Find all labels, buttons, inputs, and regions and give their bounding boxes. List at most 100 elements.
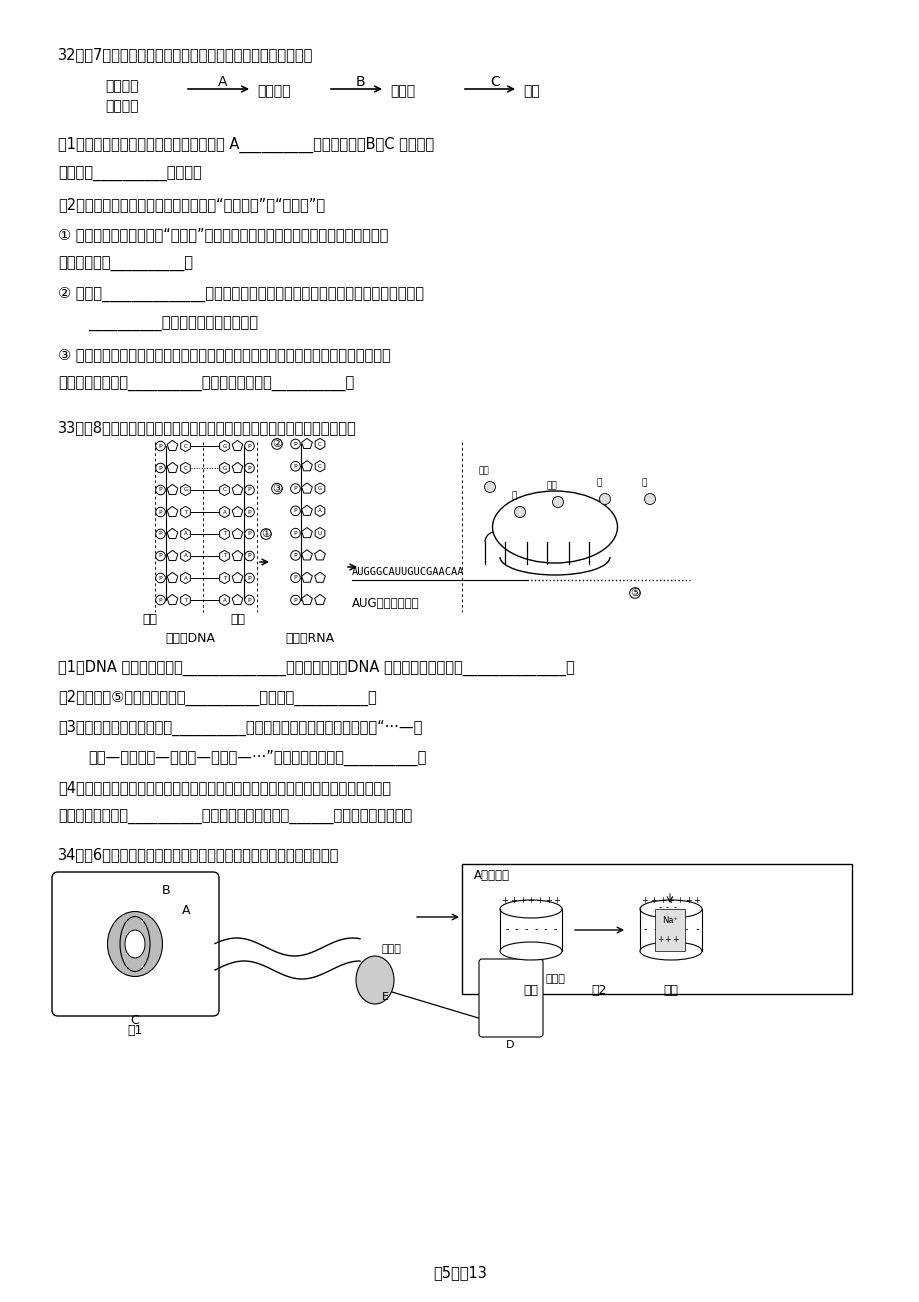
Text: （1）愈伤组织是由离体的组织或器官通过 A__________过程获得的，B、C 过程是通: （1）愈伤组织是由离体的组织或器官通过 A__________过程获得的，B、C… xyxy=(58,137,434,154)
Text: +: + xyxy=(536,896,542,905)
Text: P: P xyxy=(293,508,297,513)
Text: +: + xyxy=(527,896,534,905)
Text: P: P xyxy=(158,575,162,581)
Text: +: + xyxy=(656,935,663,944)
Text: A: A xyxy=(184,531,187,536)
FancyBboxPatch shape xyxy=(479,960,542,1036)
Text: P: P xyxy=(293,598,297,603)
Text: A: A xyxy=(222,509,226,514)
Text: +: + xyxy=(671,935,677,944)
Circle shape xyxy=(155,464,165,473)
Text: -: - xyxy=(664,924,667,934)
FancyBboxPatch shape xyxy=(52,872,219,1016)
Text: -: - xyxy=(543,924,547,934)
Text: P: P xyxy=(158,531,162,536)
Text: -: - xyxy=(652,924,656,934)
Ellipse shape xyxy=(640,943,701,960)
Text: -: - xyxy=(674,924,677,934)
Text: G: G xyxy=(183,487,187,492)
Text: A: A xyxy=(182,904,190,917)
Text: 图1: 图1 xyxy=(127,1023,142,1036)
Text: T: T xyxy=(222,575,226,581)
Text: C: C xyxy=(222,487,226,492)
Circle shape xyxy=(644,493,655,504)
Text: ③ 在一定条件下培养离体细胞可以形成体细胞胚进而发育成完整的植株，其根本原因: ③ 在一定条件下培养离体细胞可以形成体细胞胚进而发育成完整的植株，其根本原因 xyxy=(58,348,391,362)
Text: -: - xyxy=(658,904,661,911)
Circle shape xyxy=(290,506,300,516)
Text: 一小段RNA: 一小段RNA xyxy=(285,631,335,644)
Text: 甲硫: 甲硫 xyxy=(478,466,489,475)
Text: -: - xyxy=(642,924,646,934)
Ellipse shape xyxy=(492,491,617,562)
Text: （2）胚状体根据其来源不同，可以分为“体细胞胚”和“花粉胚”。: （2）胚状体根据其来源不同，可以分为“体细胞胚”和“花粉胚”。 xyxy=(58,197,324,212)
Text: P: P xyxy=(158,487,162,492)
Circle shape xyxy=(552,496,563,508)
Text: -: - xyxy=(684,924,687,934)
Circle shape xyxy=(514,506,525,517)
Text: C: C xyxy=(318,441,322,447)
Text: ① 用花药离体培养可获得“花粉胚”，同种植物的花粉胚与体细胞胚在染色体数目上: ① 用花药离体培养可获得“花粉胚”，同种植物的花粉胚与体细胞胚在染色体数目上 xyxy=(58,227,388,242)
Text: +: + xyxy=(675,896,683,905)
Text: D: D xyxy=(505,1040,514,1049)
Text: P: P xyxy=(158,444,162,448)
Text: T: T xyxy=(222,531,226,536)
Text: P: P xyxy=(293,464,297,469)
Text: G: G xyxy=(222,444,226,448)
Circle shape xyxy=(155,486,165,495)
Text: G: G xyxy=(222,466,226,470)
Text: 34．（6分）下图为与人缩手反射相关结构的示意图，请分析并回答：: 34．（6分）下图为与人缩手反射相关结构的示意图，请分析并回答： xyxy=(58,848,339,862)
Text: P: P xyxy=(158,598,162,603)
Text: 是每个细胞都含有__________，这一过程体现了__________。: 是每个细胞都含有__________，这一过程体现了__________。 xyxy=(58,378,354,392)
Text: 效应器: 效应器 xyxy=(544,974,564,984)
Circle shape xyxy=(290,461,300,471)
Ellipse shape xyxy=(640,900,701,918)
Text: 甲链: 甲链 xyxy=(142,613,157,626)
Circle shape xyxy=(244,595,254,605)
Circle shape xyxy=(290,573,300,582)
Text: A: A xyxy=(318,508,322,513)
Text: T: T xyxy=(184,598,187,603)
Text: 一小段DNA: 一小段DNA xyxy=(165,631,215,644)
Text: C: C xyxy=(184,466,187,470)
Text: P: P xyxy=(247,575,251,581)
Text: +: + xyxy=(684,896,691,905)
Text: +: + xyxy=(664,935,669,944)
Text: C: C xyxy=(318,464,322,469)
Ellipse shape xyxy=(108,911,163,976)
Text: +: + xyxy=(641,896,648,905)
Text: 感受器: 感受器 xyxy=(381,944,402,954)
Text: U: U xyxy=(318,531,322,535)
Text: P: P xyxy=(158,553,162,559)
Text: B: B xyxy=(162,884,170,897)
Text: G: G xyxy=(318,486,322,491)
Text: +: + xyxy=(658,896,665,905)
Text: P: P xyxy=(293,575,297,581)
Text: T: T xyxy=(222,553,226,559)
Circle shape xyxy=(244,508,254,517)
Circle shape xyxy=(155,441,165,450)
Text: ② 如果用______________处理二倍体植物的花粉胚，能获得可育的植株，该过程是: ② 如果用______________处理二倍体植物的花粉胚，能获得可育的植株，… xyxy=(58,286,424,302)
Text: +: + xyxy=(667,896,674,905)
Circle shape xyxy=(244,464,254,473)
Circle shape xyxy=(244,573,254,583)
Text: （4）通过转基因技术，可以将人胰岛素基因转入大肠杆菌合成人胰岛素。形成重组质: （4）通过转基因技术，可以将人胰岛素基因转入大肠杆菌合成人胰岛素。形成重组质 xyxy=(58,780,391,796)
Text: AUG为起始密码子: AUG为起始密码子 xyxy=(352,598,419,611)
Circle shape xyxy=(290,595,300,605)
Text: -: - xyxy=(533,924,537,934)
Text: 32．（7分）植物组织培养的过程如下图所示。请分析并回答：: 32．（7分）植物组织培养的过程如下图所示。请分析并回答： xyxy=(58,47,313,62)
Text: P: P xyxy=(158,509,162,514)
Text: P: P xyxy=(247,487,251,492)
Text: （1）DNA 分子基本骨架由______________交替排列构成，DNA 分子的多样性体现在______________。: （1）DNA 分子基本骨架由______________交替排列构成，DNA 分… xyxy=(58,660,574,676)
Circle shape xyxy=(155,551,165,561)
Text: -: - xyxy=(515,924,517,934)
Text: 植株: 植株 xyxy=(522,85,539,98)
Text: A: A xyxy=(222,598,226,603)
Circle shape xyxy=(599,493,610,504)
Text: （2）在图中⑤结构中完成的是__________过程，即__________。: （2）在图中⑤结构中完成的是__________过程，即__________。 xyxy=(58,690,377,706)
Circle shape xyxy=(290,439,300,449)
Text: +: + xyxy=(650,896,656,905)
Text: 缬: 缬 xyxy=(596,478,601,487)
Text: P: P xyxy=(293,486,297,491)
Text: ①: ① xyxy=(261,529,271,539)
Text: -: - xyxy=(673,904,675,911)
